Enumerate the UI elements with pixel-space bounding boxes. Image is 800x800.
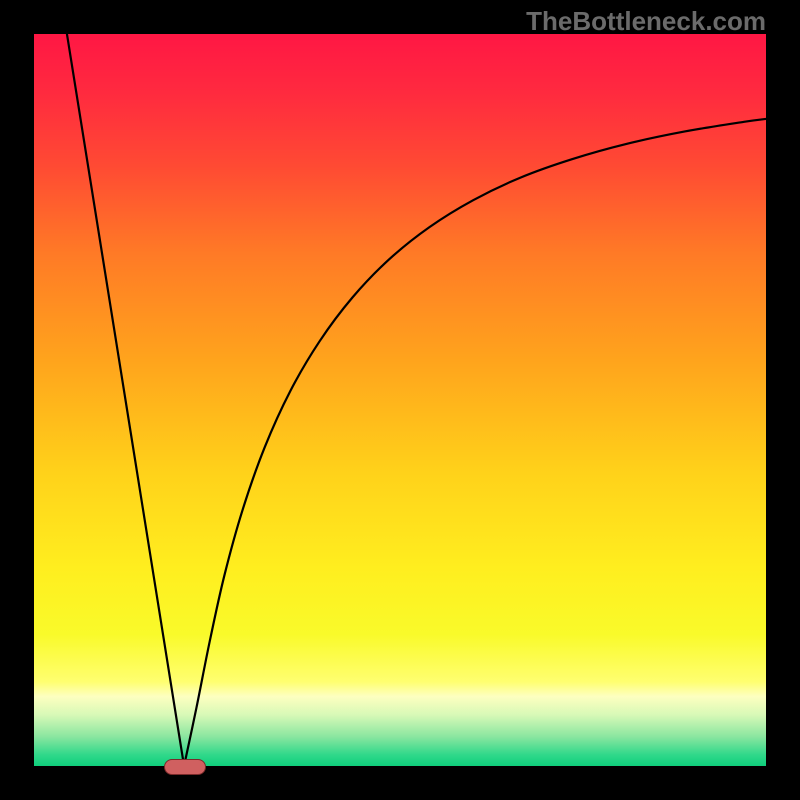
- gradient-background: [34, 34, 766, 766]
- plot-area: [34, 34, 766, 766]
- watermark-text: TheBottleneck.com: [526, 6, 766, 37]
- chart-container: TheBottleneck.com: [0, 0, 800, 800]
- minimum-marker: [164, 759, 206, 774]
